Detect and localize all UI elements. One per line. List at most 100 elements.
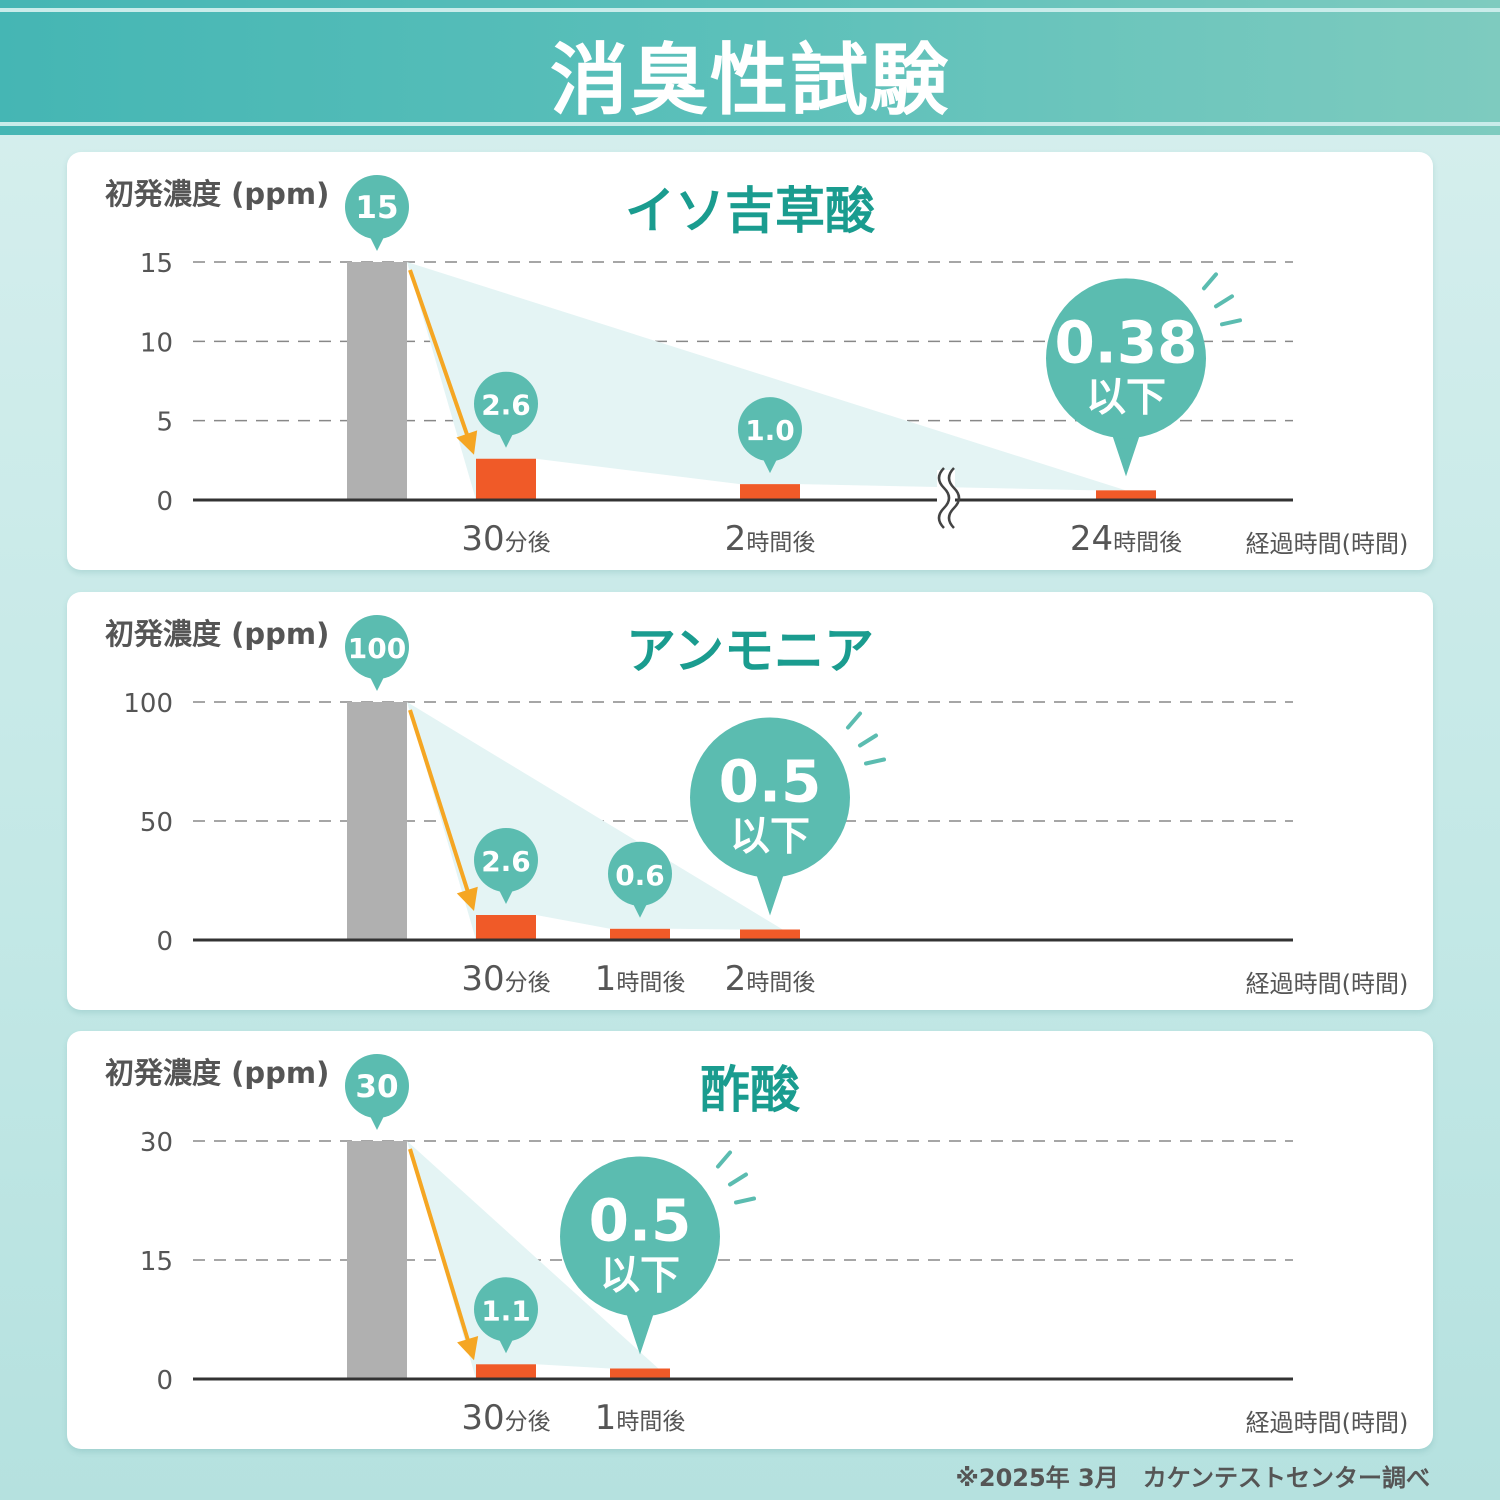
callout-pointer	[754, 867, 786, 916]
x-tick-number: 2	[725, 519, 747, 559]
value-label: 2.6	[481, 389, 531, 422]
sparkle-icon	[728, 1172, 748, 1187]
x-tick-label: 1時間後	[595, 959, 686, 999]
bar-after	[740, 484, 800, 500]
sparkle-icon	[1220, 318, 1242, 327]
callout-pointer	[624, 1306, 656, 1355]
decrease-arrow-head-icon	[456, 430, 478, 455]
value-label: 1.0	[745, 414, 795, 447]
value-callout	[345, 615, 409, 679]
sparkle-icon	[858, 733, 878, 748]
decay-shade-area	[407, 1141, 670, 1379]
x-tick-label: 24時間後	[1070, 519, 1182, 559]
y-tick-label: 15	[140, 1247, 173, 1277]
value-label: 0.5	[719, 748, 822, 816]
value-callout-large	[690, 717, 850, 878]
x-tick-label: 30分後	[461, 959, 550, 999]
value-callout	[474, 828, 538, 892]
y-tick-label: 0	[156, 927, 173, 957]
x-tick-label: 2時間後	[725, 959, 816, 999]
bar-after	[610, 1368, 670, 1379]
value-label: 0.38	[1054, 308, 1197, 376]
callout-pointer	[498, 1337, 514, 1354]
below-label: 以下	[1086, 374, 1166, 420]
chart-title: アンモニア	[626, 622, 874, 680]
x-tick-unit: 分後	[505, 1409, 551, 1435]
x-axis-label: 経過時間(時間)	[1246, 970, 1409, 998]
y-axis-label: 初発濃度 (ppm)	[105, 1056, 329, 1090]
below-label: 以下	[600, 1253, 680, 1299]
y-tick-label: 0	[156, 1366, 173, 1396]
decrease-arrow-head-icon	[456, 886, 478, 911]
value-callout	[474, 371, 538, 436]
footnote: ※2025年 3月 カケンテストセンター調べ	[955, 1464, 1430, 1492]
x-tick-number: 1	[595, 959, 617, 999]
chart-ammonia: 初発濃度 (ppm) アンモニア0501001002.630分後0.61時間後0.…	[105, 615, 1409, 999]
value-callout	[345, 175, 409, 239]
value-label: 15	[355, 190, 398, 226]
callout-pointer	[1110, 428, 1142, 477]
chart-card-ammonia: 初発濃度 (ppm) アンモニア 0 50 100 100 2.6 30分後 0.6 1時間後 0.…	[67, 592, 1433, 1010]
x-tick-unit: 時間後	[1113, 530, 1182, 556]
x-tick-unit: 時間後	[746, 970, 815, 996]
value-label: 30	[355, 1069, 398, 1105]
callout-pointer	[369, 675, 385, 691]
y-axis-label: 初発濃度 (ppm)	[105, 617, 329, 651]
bar-initial	[347, 262, 407, 500]
chart-card-isovaleric-acid: 初発濃度 (ppm) イソ吉草酸 0 5 10 15 15 2.6 30分後 1.0 2時間後 0.3…	[67, 152, 1433, 570]
x-tick-label: 30分後	[461, 1398, 550, 1438]
x-tick-label: 2時間後	[725, 519, 816, 559]
x-tick-number: 30	[461, 519, 504, 559]
x-tick-number: 30	[461, 959, 504, 999]
y-tick-label: 5	[156, 408, 173, 438]
callout-pointer	[762, 457, 778, 474]
axis-break-icon	[937, 467, 951, 529]
x-tick-number: 2	[725, 959, 747, 999]
header-bottom-line	[0, 122, 1500, 126]
decrease-arrow	[408, 709, 472, 899]
value-label: 0.5	[589, 1187, 692, 1255]
x-tick-unit: 時間後	[616, 1409, 685, 1435]
value-callout	[345, 1054, 409, 1118]
value-label: 0.6	[615, 859, 665, 892]
callout-pointer	[498, 431, 514, 448]
y-axis-label: 初発濃度 (ppm)	[105, 177, 329, 211]
bar-after	[610, 928, 670, 940]
x-tick-unit: 分後	[505, 970, 551, 996]
chart-title: 酢酸	[700, 1061, 801, 1119]
decrease-arrow	[408, 269, 472, 443]
decay-shade-area	[407, 262, 1156, 500]
y-tick-label: 30	[140, 1128, 173, 1158]
bar-after	[476, 458, 536, 500]
sparkle-icon	[864, 757, 886, 766]
callout-pointer	[498, 888, 514, 904]
value-label: 100	[348, 632, 406, 665]
chart-isovaleric-acid: 初発濃度 (ppm) イソ吉草酸051015152.630分後1.02時間後0.3…	[105, 175, 1408, 559]
bar-after	[740, 929, 800, 940]
x-axis-label: 経過時間(時間)	[1246, 1409, 1409, 1437]
header-top-line	[0, 8, 1500, 12]
x-tick-unit: 分後	[505, 530, 551, 556]
sparkle-icon	[1202, 272, 1218, 291]
x-tick-number: 30	[461, 1398, 504, 1438]
x-tick-label: 1時間後	[595, 1398, 686, 1438]
bar-initial	[347, 1141, 407, 1379]
y-tick-label: 50	[140, 808, 173, 838]
below-label: 以下	[730, 814, 810, 860]
x-tick-label: 30分後	[461, 519, 550, 559]
sparkle-icon	[734, 1196, 756, 1205]
bar-after	[1096, 490, 1156, 500]
chart-card-acetic-acid: 初発濃度 (ppm) 酢酸 0 15 30 30 1.1 30分後 0.5 以下 1時間後 経過時間(…	[67, 1031, 1433, 1449]
x-tick-number: 1	[595, 1398, 617, 1438]
chart-title: イソ吉草酸	[625, 182, 876, 240]
value-callout-large	[560, 1156, 720, 1317]
callout-pointer	[369, 235, 385, 251]
axis-break-icon	[947, 467, 961, 529]
y-tick-label: 10	[140, 328, 173, 358]
x-tick-number: 24	[1070, 519, 1113, 559]
sparkle-icon	[716, 1150, 732, 1169]
value-label: 2.6	[481, 845, 531, 878]
x-tick-unit: 時間後	[616, 970, 685, 996]
x-tick-unit: 時間後	[746, 530, 815, 556]
